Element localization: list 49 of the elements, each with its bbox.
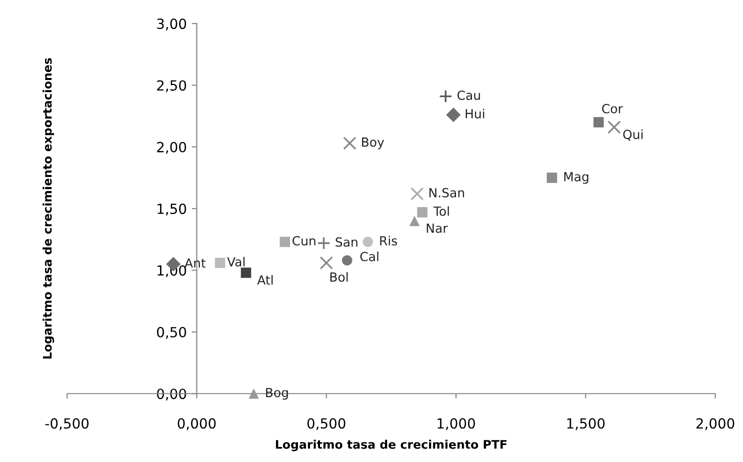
series-label: Cor — [602, 104, 623, 114]
point — [280, 236, 290, 248]
series-label: Cun — [292, 236, 316, 246]
series-label: Bol — [330, 272, 348, 282]
y-tick-label: 1,50 — [158, 204, 186, 216]
point — [343, 136, 356, 150]
series-label: Hui — [466, 108, 484, 118]
point — [240, 268, 252, 278]
series-label: Boy — [362, 138, 384, 150]
series-label: Ris — [380, 236, 398, 246]
series-label: Atl — [257, 275, 273, 285]
y-tick-label: 2,00 — [157, 142, 186, 154]
series-label: San — [336, 237, 358, 247]
point — [417, 207, 428, 218]
x-axis-title: Logaritmo tasa de crecimiento PTF — [276, 440, 507, 452]
series-label: Bog — [266, 388, 288, 400]
series-label: Mag — [564, 172, 588, 184]
y-axis-title: Logaritmo tasa de crecimiento exportaciones — [42, 58, 54, 359]
x-tick-label: -0,500 — [45, 418, 89, 430]
point — [608, 120, 621, 134]
series-label: Cau — [457, 90, 480, 100]
x-tick-label: 0,500 — [307, 418, 346, 430]
point — [438, 90, 452, 103]
y-tick-label: 3,00 — [157, 18, 186, 30]
y-tick-label: 2,50 — [157, 80, 186, 92]
point — [410, 187, 424, 200]
series-label: Val — [227, 256, 245, 266]
point — [320, 256, 334, 270]
x-tick-label: 1,500 — [567, 418, 605, 430]
series-label: Qui — [623, 129, 643, 141]
y-tick-label: 0,00 — [157, 388, 186, 401]
series-label: Nar — [426, 224, 448, 233]
point — [446, 108, 461, 122]
series-label: N.San — [429, 188, 464, 198]
point — [317, 236, 330, 250]
series-label: Cal — [360, 252, 378, 262]
point — [248, 388, 259, 399]
point — [342, 255, 352, 266]
point — [214, 258, 226, 268]
point — [409, 216, 420, 226]
point — [546, 172, 558, 183]
point — [593, 117, 604, 128]
series-label: Ant — [184, 258, 206, 268]
series-label: Tol — [433, 206, 449, 216]
x-tick-label: 0,000 — [178, 418, 216, 430]
x-tick-label: 1,000 — [438, 418, 475, 430]
point — [362, 236, 374, 248]
y-tick-label: 0,50 — [157, 326, 186, 339]
x-tick-label: 2,000 — [696, 418, 734, 430]
